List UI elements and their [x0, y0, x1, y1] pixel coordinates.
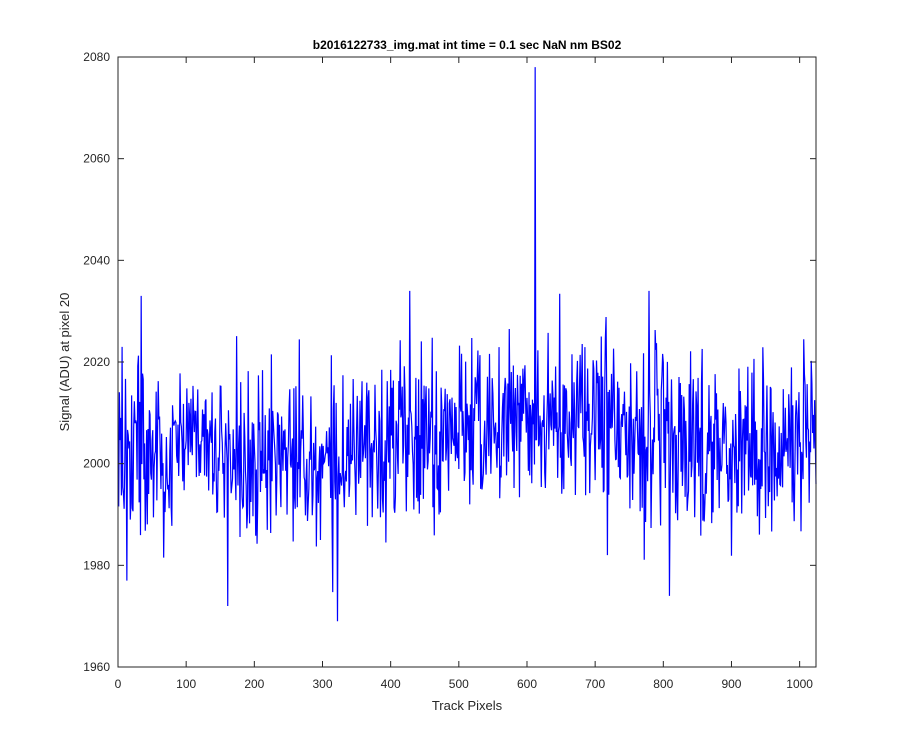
- y-tick-label: 1960: [83, 660, 110, 674]
- x-tick-label: 0: [115, 677, 122, 691]
- y-tick-label: 2080: [83, 50, 110, 64]
- x-tick-label: 700: [585, 677, 605, 691]
- y-tick-label: 1980: [83, 558, 110, 572]
- x-tick-label: 1000: [786, 677, 813, 691]
- ticks-layer: 0 100 200 300 400 500 600 700 800 900 1000 1960 1980…: [83, 50, 816, 691]
- x-tick-label: 200: [244, 677, 264, 691]
- y-tick-label: 2060: [83, 152, 110, 166]
- y-tick-label: 2000: [83, 457, 110, 471]
- y-axis-label: Signal (ADU) at pixel 20: [57, 293, 72, 432]
- x-axis-label: Track Pixels: [432, 698, 503, 713]
- axes-box: [117, 56, 817, 668]
- x-tick-label: 100: [176, 677, 196, 691]
- series-line: [118, 67, 817, 622]
- y-tick-label: 2020: [83, 355, 110, 369]
- x-tick-label: 900: [721, 677, 741, 691]
- x-tick-label: 800: [653, 677, 673, 691]
- x-tick-label: 600: [517, 677, 537, 691]
- x-tick-label: 400: [381, 677, 401, 691]
- y-tick-label: 2040: [83, 253, 110, 267]
- series-layer: [118, 67, 817, 622]
- plot-area: [118, 57, 816, 667]
- chart-title: b2016122733_img.mat int time = 0.1 sec N…: [313, 38, 622, 52]
- x-tick-label: 500: [449, 677, 469, 691]
- x-tick-label: 300: [312, 677, 332, 691]
